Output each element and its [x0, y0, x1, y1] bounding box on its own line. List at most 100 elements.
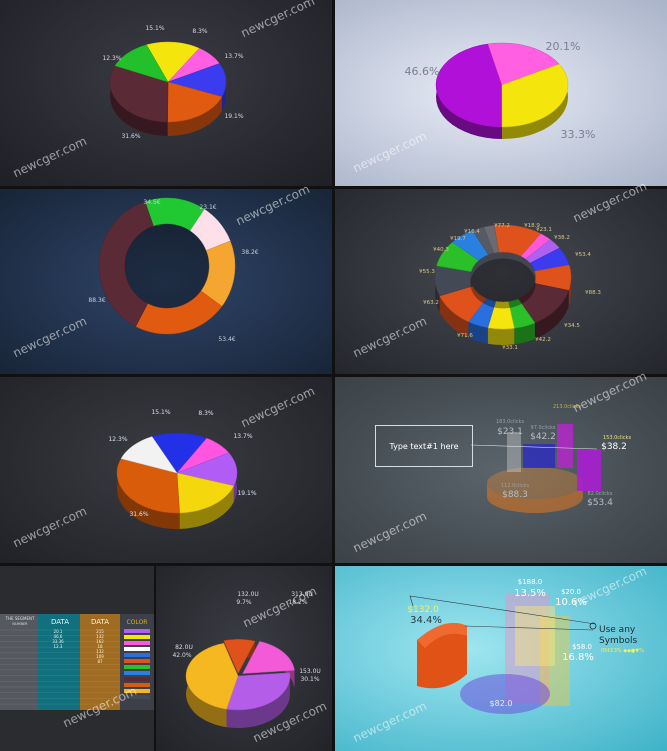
pie-slice: [483, 225, 500, 254]
table-cell: 132: [96, 634, 104, 639]
pie-label: 13.7%: [224, 53, 243, 60]
pie-chart-panel-1: 15.1% 8.3% 12.3% 13.7% 19.1% 31.6%: [0, 0, 332, 186]
value-label: 97.0clicks: [531, 425, 556, 431]
donut-label: ¥40.3: [433, 247, 449, 253]
pie-label: 8.3%: [198, 410, 214, 417]
pie-chart-2: 46.6% 20.1% 33.3%: [405, 40, 596, 141]
pie-label: 313.0U: [291, 591, 313, 598]
color-swatch: [124, 635, 150, 639]
pie-slice: [167, 81, 223, 123]
value-label: $82.0: [490, 699, 513, 708]
pie-label: 33.3%: [561, 128, 596, 141]
donut-label: ¥55.3: [419, 269, 435, 275]
table-title: THE SEGMENT: [5, 616, 35, 621]
ring-bar: [523, 444, 555, 468]
table-cell: 162: [96, 639, 104, 644]
leader-line: [464, 625, 594, 631]
table-cell: 12.3: [54, 644, 63, 649]
value-label: 82.0clicks: [588, 491, 613, 497]
table-col-data1: [38, 614, 82, 710]
color-swatch: [124, 683, 150, 687]
value-label: $88.3: [502, 490, 528, 500]
value-label: $20.0: [561, 588, 581, 596]
pie-slice: [176, 472, 235, 514]
donut-label: 88.3€: [88, 297, 105, 304]
donut-label: 53.4€: [218, 336, 235, 343]
pie-side: [468, 321, 488, 344]
glass-slice-top: [417, 623, 467, 648]
text-placeholder-box[interactable]: Type text#1 here: [375, 425, 473, 467]
color-swatch: [124, 659, 150, 663]
donut-label: ¥42.2: [535, 337, 551, 343]
pie-side: [179, 485, 234, 529]
leader-line: [470, 444, 598, 450]
value-label: $58.0: [572, 643, 592, 651]
pie-label: 132.0U: [237, 591, 259, 598]
pie-chart-5: 15.1% 8.3% 12.3% 13.7% 19.1% 31.6%: [108, 409, 257, 529]
pie-slice: [98, 201, 154, 327]
donut-label: ¥18.9: [524, 223, 540, 229]
donut-chart-panel-3: 34.5€ 23.1€ 38.2€ 88.3€ 53.4€: [0, 189, 332, 374]
value-label: 34.4%: [410, 615, 442, 626]
pie-side: [167, 96, 222, 136]
donut-chart-panel-4: ¥77.2 ¥18.9 ¥23.1 ¥16.4 ¥19.7 ¥38.2 ¥40.3 ¥53.4…: [335, 189, 667, 374]
donut-label: ¥23.1: [536, 227, 552, 233]
pie-side: [514, 322, 535, 345]
donut-label: ¥33.1: [502, 345, 518, 351]
pie-slice: [114, 44, 169, 83]
donut-label: ¥53.4: [575, 252, 591, 258]
ring-base: [487, 467, 583, 499]
pie-slice: [176, 452, 238, 487]
glass-chart-panel-9: $132.0 34.4% $188.0 13.5% $20.0 10.6% $58.0 16.…: [335, 566, 667, 751]
leader-dot: [589, 622, 597, 630]
color-swatch: [124, 629, 150, 633]
pie-label: 31.6%: [129, 511, 148, 518]
color-swatch: [124, 665, 150, 669]
table-cell: 109: [96, 654, 104, 659]
value-label: 213.0clicks: [553, 404, 581, 410]
symbols-label: Use any: [599, 625, 636, 635]
color-swatch: [124, 641, 150, 645]
donut-label: ¥77.2: [494, 223, 510, 229]
ring-bar: [577, 449, 601, 491]
pie-slice: [487, 42, 560, 86]
pie-label: 8.3%: [192, 28, 208, 35]
value-label: $42.2: [530, 432, 556, 442]
pie-side: [534, 290, 569, 339]
ring-side: [487, 483, 583, 513]
pie-label: 30.1%: [300, 676, 319, 683]
donut-label: ¥34.5: [564, 323, 580, 329]
value-label: 112.0clicks: [501, 483, 529, 489]
data-table-panel: THE SEGMENT NUMBER DATA DATA COLOR 20.1 46.6 33…: [0, 566, 154, 751]
glass-chart-9: $132.034.4% $188.0 13.5% $20.010.6% $58.016.…: [407, 578, 644, 714]
pie-slice: [109, 65, 169, 123]
pie-label: 13.7%: [233, 433, 252, 440]
pie-label: 19.1%: [237, 490, 256, 497]
value-label: 183.0clicks: [496, 419, 524, 425]
ring-bar: [557, 424, 573, 468]
value-label: $188.0: [518, 578, 543, 586]
pie-slice: [167, 47, 220, 83]
pie-label: 12.3%: [102, 55, 121, 62]
pie-slice: [501, 63, 569, 128]
pie-label: 15.1%: [145, 25, 164, 32]
value-label: $23.1: [497, 427, 523, 437]
glass-bar: [515, 606, 555, 666]
table-subtitle: NUMBER: [12, 622, 28, 626]
pie-label: 82.0U: [175, 644, 193, 651]
table-cell: 33.36: [52, 639, 64, 644]
table-header: COLOR: [127, 619, 148, 626]
pie-slice: [146, 41, 200, 83]
pie-slice: [116, 458, 180, 514]
pie-label: 12.3%: [108, 436, 127, 443]
color-swatch: [124, 689, 150, 693]
table-cell: 215: [96, 629, 104, 634]
leader-line: [409, 595, 596, 625]
glass-base: [460, 674, 550, 714]
bar-ring-panel-6: 213.0clicks 183.0clicks $23.1 97.0clicks $42…: [335, 377, 667, 563]
pie-label: 31.6%: [121, 133, 140, 140]
donut-label: ¥71.6: [457, 333, 473, 339]
donut-label: 23.1€: [199, 204, 216, 211]
donut-hole: [124, 223, 210, 309]
